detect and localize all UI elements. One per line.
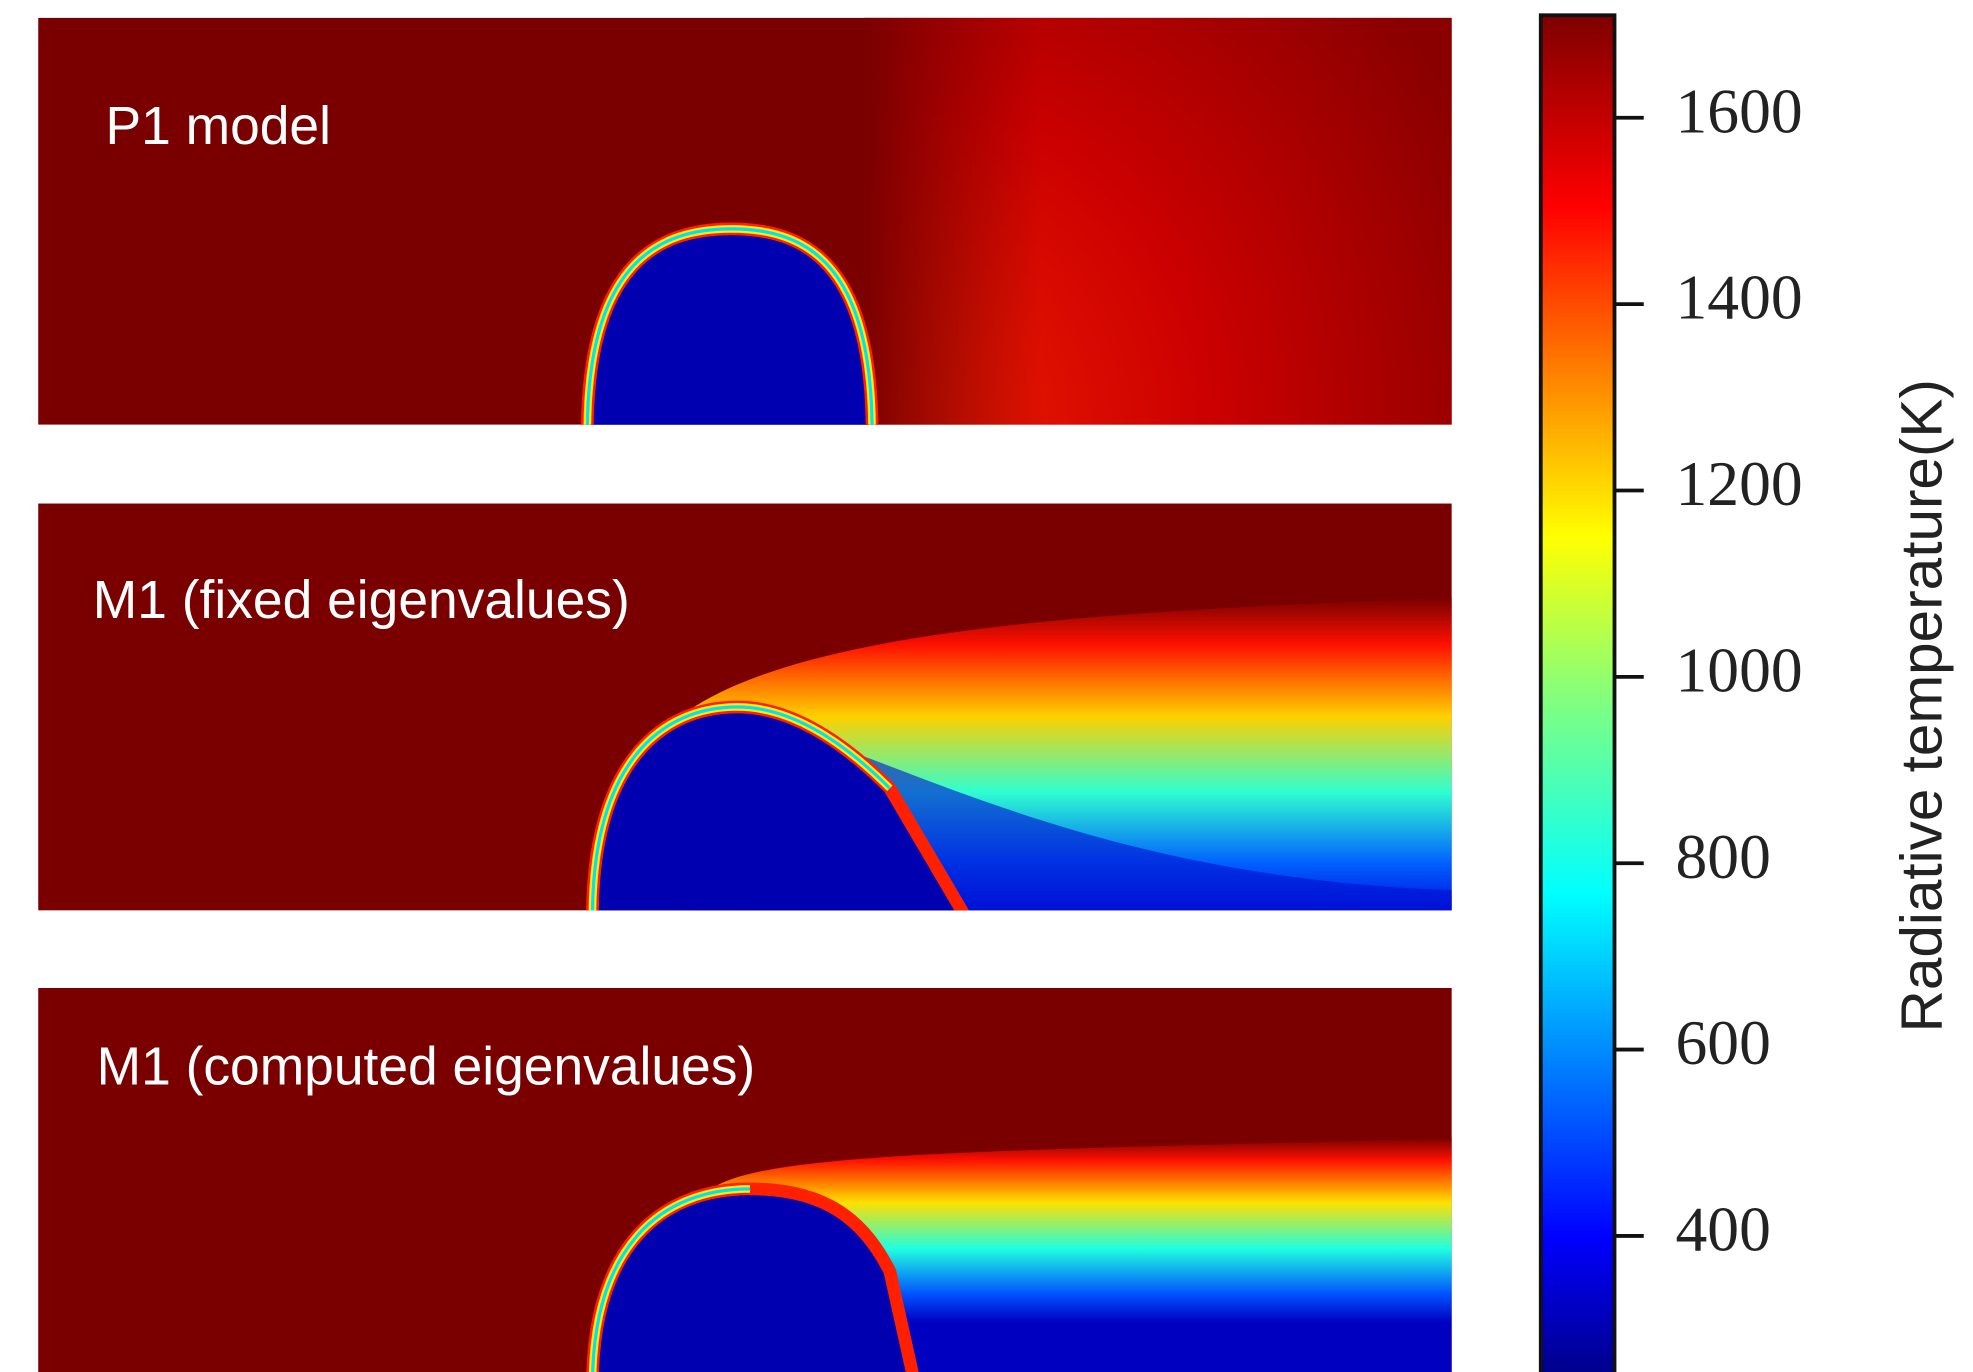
- panel-3: M1 (computed eigenvalues): [38, 987, 1452, 1372]
- y-tick-label: 400: [1676, 1194, 1771, 1265]
- panel-label: P1 model: [106, 97, 331, 156]
- y-tick-label: 800: [1676, 821, 1771, 892]
- panel-1: P1 model: [38, 17, 1452, 425]
- panel-2: M1 (fixed eigenvalues): [38, 503, 1452, 911]
- panel-label: M1 (computed eigenvalues): [97, 1038, 756, 1097]
- y-tick-label: 1400: [1676, 262, 1803, 333]
- y-tick-label: 1200: [1676, 448, 1803, 519]
- colorbar: [1538, 13, 1617, 1372]
- panel-label: M1 (fixed eigenvalues): [93, 571, 630, 630]
- y-tick-label: 600: [1676, 1007, 1771, 1078]
- colorbar-label: Radiative temperature(K): [1889, 379, 1954, 1032]
- y-tick-label: 1600: [1676, 75, 1803, 146]
- y-tick-label: 1000: [1676, 634, 1803, 705]
